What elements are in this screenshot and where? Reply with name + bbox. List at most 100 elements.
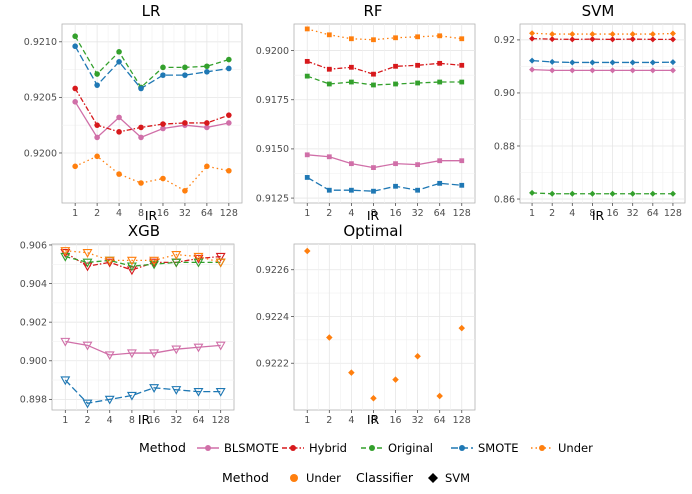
y-tick-label: 0.9200 — [24, 148, 57, 159]
point-under — [414, 352, 421, 360]
point-smote — [393, 183, 398, 189]
legend-under-point — [290, 474, 298, 482]
panel-title: Optimal — [343, 222, 402, 240]
point-hybrid — [72, 85, 78, 92]
point-original — [549, 190, 556, 197]
x-tick-label: 1 — [529, 208, 535, 219]
x-tick-label: 8 — [589, 208, 595, 219]
series-line-smote — [74, 45, 229, 90]
point-hybrid — [138, 124, 144, 131]
series-line-smote — [306, 176, 462, 192]
x-tick-label: 64 — [434, 415, 446, 426]
point-smote — [569, 59, 576, 66]
point-under — [104, 256, 115, 266]
series-line-blsmote — [532, 68, 673, 72]
point-under — [126, 256, 137, 266]
x-tick-label: 64 — [434, 208, 446, 219]
point-under — [303, 247, 311, 255]
series-line-blsmote — [65, 340, 221, 356]
x-tick-label: 2 — [549, 208, 555, 219]
point-original — [193, 258, 204, 268]
x-tick-label: 64 — [192, 415, 204, 426]
x-tick-label: 8 — [129, 415, 135, 426]
point-hybrid — [304, 58, 310, 64]
series-line-original — [307, 75, 462, 86]
point-smote — [609, 59, 616, 66]
x-tick-label: 32 — [170, 415, 182, 426]
panel-svm: SVM 0.86 0.88 0.90 0.92 1 2 4 8 16 32 64 128 IR — [494, 2, 686, 223]
plot-area: 0.86 0.88 0.90 0.92 1 2 4 8 16 32 64 128 — [494, 23, 686, 219]
series-line-hybrid — [74, 88, 230, 133]
point-smote — [589, 59, 596, 66]
legend-key-point — [290, 445, 296, 451]
point-blsmote — [204, 124, 210, 131]
y-tick-label: 0.906 — [20, 240, 47, 251]
x-tick-label: 128 — [453, 415, 471, 426]
point-hybrid — [529, 35, 536, 42]
panel-xgb: XGB 0.898 0.900 0.902 0.904 0.906 1 2 4 8 16 32 64 1… — [20, 222, 235, 427]
x-tick-label: 16 — [607, 208, 619, 219]
point-smote — [104, 395, 115, 405]
point-blsmote — [669, 67, 676, 74]
point-original — [437, 79, 443, 85]
panel-rf: RF 0.9125 0.9150 0.9175 0.9200 1 2 4 8 16 32 64 128… — [256, 2, 476, 223]
point-blsmote — [437, 158, 443, 164]
point-original — [348, 79, 354, 85]
panel-title: RF — [363, 2, 382, 20]
point-original — [126, 262, 137, 272]
point-original — [415, 80, 421, 86]
point-hybrid — [393, 63, 398, 69]
panel-title: LR — [142, 2, 161, 20]
point-under — [393, 35, 398, 41]
point-smote — [171, 386, 182, 395]
x-tick-label: 1 — [62, 415, 68, 426]
point-blsmote — [549, 67, 556, 74]
series-line-original — [65, 255, 221, 267]
x-axis-label: IR — [145, 208, 158, 223]
point-hybrid — [126, 266, 137, 276]
point-hybrid — [669, 36, 676, 43]
point-blsmote — [326, 154, 332, 160]
x-tick-label: 2 — [326, 208, 332, 219]
point-under — [171, 250, 182, 260]
x-tick-label: 8 — [138, 208, 144, 219]
point-smote — [215, 388, 226, 397]
y-tick-label: 0.9200 — [256, 46, 289, 57]
point-blsmote — [529, 66, 536, 73]
point-original — [326, 81, 332, 87]
point-blsmote — [82, 341, 93, 351]
series-line-blsmote — [307, 154, 462, 169]
legend-under-label: Under — [306, 471, 341, 485]
point-hybrid — [215, 252, 226, 262]
x-tick-label: 32 — [627, 208, 639, 219]
x-tick-label: 8 — [370, 415, 376, 426]
point-smote — [326, 187, 332, 193]
point-blsmote — [171, 345, 182, 355]
x-tick-label: 16 — [148, 415, 160, 426]
point-hybrid — [226, 112, 232, 118]
point-blsmote — [649, 67, 656, 74]
x-axis-label: IR — [592, 208, 605, 223]
point-under — [204, 163, 210, 170]
series-line-original — [74, 35, 230, 89]
point-under — [370, 395, 377, 402]
legend-classifier-title: Classifier — [356, 470, 414, 485]
point-smote — [72, 43, 78, 50]
y-tick-label: 0.9226 — [256, 265, 289, 276]
x-tick-label: 2 — [84, 415, 90, 426]
y-tick-label: 0.904 — [20, 279, 47, 290]
point-hybrid — [437, 60, 443, 66]
legend-method-title: Method — [139, 440, 186, 455]
point-blsmote — [104, 351, 115, 361]
legend-key-point — [459, 445, 465, 451]
point-blsmote — [629, 67, 636, 74]
point-original — [393, 81, 398, 87]
legend-key-label: Hybrid — [309, 441, 347, 455]
y-tick-label: 0.9210 — [24, 37, 57, 48]
series-line-blsmote — [74, 101, 229, 139]
legend-key-point — [369, 445, 375, 451]
y-tick-label: 0.900 — [20, 356, 47, 367]
point-blsmote — [160, 125, 166, 132]
legend-methods: BLSMOTE Hybrid Original SMOTE Under — [197, 441, 593, 455]
